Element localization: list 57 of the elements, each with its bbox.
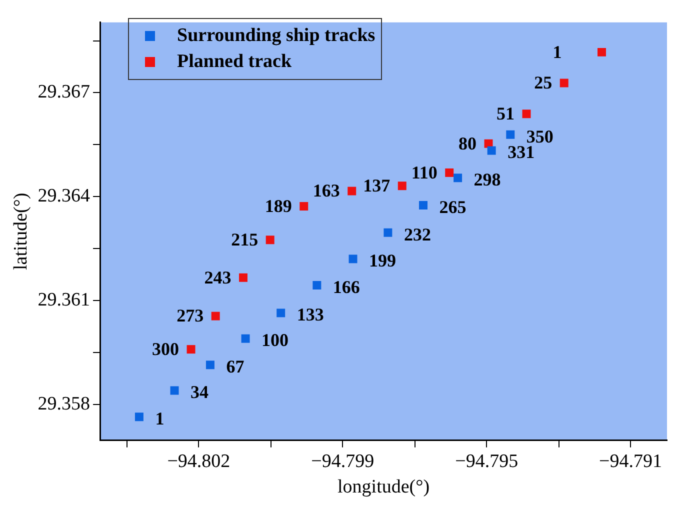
point: [266, 236, 274, 244]
annotation: 189: [264, 196, 292, 216]
point: [186, 345, 196, 354]
point: [487, 146, 496, 155]
annotation: 67: [226, 356, 244, 377]
point: [276, 308, 286, 318]
point: [419, 201, 428, 210]
annotation: 100: [262, 330, 289, 350]
annotation: 232: [404, 224, 431, 244]
point: [238, 273, 248, 282]
x-tick-label: −94.795: [455, 450, 518, 472]
annotation: 298: [474, 170, 501, 190]
annotation: 51: [496, 103, 515, 124]
annotation: 1: [155, 408, 164, 429]
point: [598, 48, 606, 56]
x-tick-label: −94.799: [311, 450, 374, 472]
annotation: 110: [411, 162, 438, 182]
point: [522, 110, 531, 118]
legend-label: Surrounding ship tracks: [177, 24, 376, 48]
point: [348, 254, 358, 264]
annotation: 243: [204, 267, 232, 288]
point: [398, 182, 406, 190]
point: [241, 334, 250, 343]
point: [506, 130, 515, 139]
legend-label: Planned track: [177, 50, 292, 74]
y-tick-label: 29.361: [38, 289, 90, 310]
x-tick-label: −94.802: [167, 450, 230, 472]
annotation: 273: [176, 306, 204, 326]
point: [170, 386, 179, 395]
x-axis-title: longitude(°): [338, 476, 430, 498]
annotation: 137: [363, 176, 390, 196]
point: [445, 168, 454, 177]
x-tick-label: −94.791: [599, 450, 662, 472]
point: [134, 412, 144, 422]
annotation: 25: [534, 72, 552, 93]
point: [312, 281, 322, 290]
point: [206, 360, 214, 370]
point: [454, 174, 462, 182]
annotation: 163: [312, 180, 340, 201]
annotation: 300: [152, 338, 180, 359]
point: [384, 228, 392, 237]
point: [560, 78, 568, 88]
annotation: 265: [439, 196, 466, 217]
annotation: 199: [369, 250, 396, 271]
point: [211, 312, 220, 320]
annotation: 1: [552, 42, 562, 62]
annotation: 215: [231, 230, 258, 250]
point: [300, 202, 308, 211]
y-tick-label: 29.358: [38, 393, 90, 414]
y-axis-title: latitude(°): [10, 192, 32, 270]
annotation: 34: [190, 382, 209, 402]
y-tick-label: 29.367: [38, 82, 90, 103]
annotation: 133: [296, 304, 324, 325]
annotation: 166: [332, 276, 360, 297]
y-tick-label: 29.364: [38, 186, 91, 207]
annotation: 80: [458, 133, 477, 154]
point: [348, 186, 356, 196]
